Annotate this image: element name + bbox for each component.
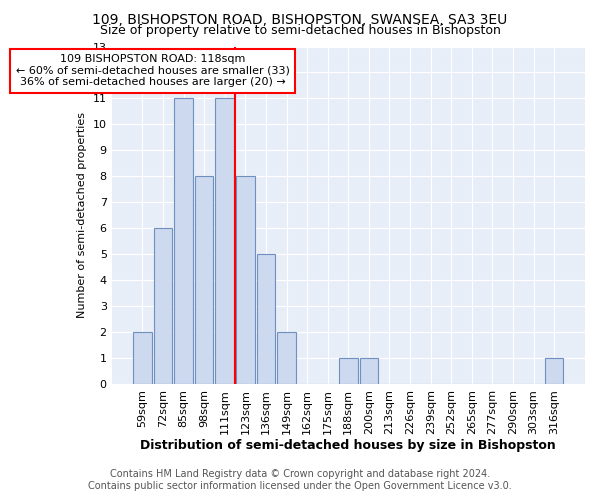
Bar (154, 228, 172, 384)
Bar (359, 358, 378, 384)
Text: Contains HM Land Registry data © Crown copyright and database right 2024.
Contai: Contains HM Land Registry data © Crown c… (88, 470, 512, 491)
Text: 109, BISHOPSTON ROAD, BISHOPSTON, SWANSEA, SA3 3EU: 109, BISHOPSTON ROAD, BISHOPSTON, SWANSE… (92, 12, 508, 26)
Bar (545, 358, 563, 384)
Bar (277, 332, 296, 384)
Bar (174, 98, 193, 384)
Bar (133, 332, 152, 384)
Text: Size of property relative to semi-detached houses in Bishopston: Size of property relative to semi-detach… (100, 24, 500, 37)
X-axis label: Distribution of semi-detached houses by size in Bishopston: Distribution of semi-detached houses by … (140, 440, 556, 452)
Bar (339, 358, 358, 384)
Text: 109 BISHOPSTON ROAD: 118sqm
← 60% of semi-detached houses are smaller (33)
36% o: 109 BISHOPSTON ROAD: 118sqm ← 60% of sem… (16, 54, 290, 88)
Y-axis label: Number of semi-detached properties: Number of semi-detached properties (77, 112, 87, 318)
Bar (257, 254, 275, 384)
Bar (195, 176, 214, 384)
Bar (215, 98, 234, 384)
Bar (236, 176, 254, 384)
